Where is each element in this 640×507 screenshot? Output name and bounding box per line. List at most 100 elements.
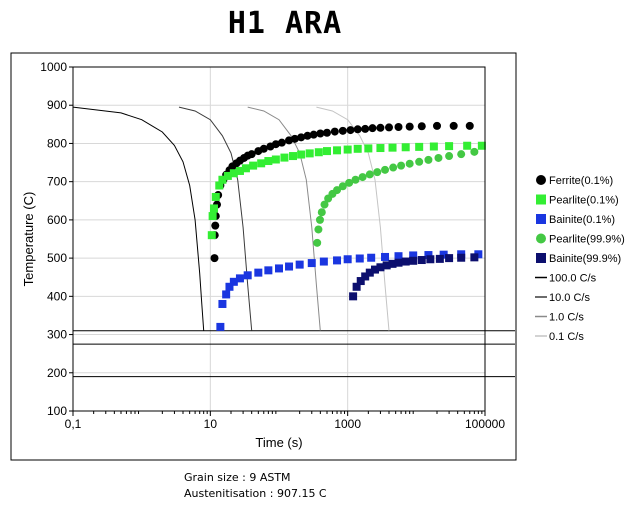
data-point: [235, 274, 244, 283]
data-point: [305, 149, 314, 158]
data-point: [297, 150, 306, 159]
data-point: [376, 263, 385, 272]
data-point: [470, 253, 479, 262]
data-point: [409, 256, 418, 265]
legend-label: Bainite(0.1%): [549, 214, 615, 226]
data-point: [216, 322, 225, 331]
y-tick-label: 1000: [40, 60, 67, 74]
data-point: [457, 150, 466, 159]
data-point: [264, 266, 273, 275]
chart-title: H1 ARA: [227, 6, 343, 41]
data-point: [309, 130, 318, 139]
data-point: [345, 178, 354, 187]
data-point: [314, 148, 323, 157]
data-point: [352, 282, 361, 291]
data-point: [368, 124, 377, 133]
data-point: [358, 173, 367, 182]
data-point: [429, 142, 438, 151]
data-point: [271, 155, 280, 164]
x-tick-label: 10: [204, 417, 218, 431]
data-point: [207, 231, 216, 240]
data-point: [271, 140, 280, 149]
data-point: [209, 204, 218, 213]
data-point: [424, 155, 433, 164]
data-point: [397, 161, 406, 170]
data-point: [394, 252, 403, 261]
data-point: [401, 257, 410, 266]
legend-marker: [536, 194, 546, 205]
data-point: [277, 138, 286, 147]
data-point: [457, 253, 466, 262]
data-point: [275, 264, 283, 273]
data-point: [394, 123, 403, 132]
data-point: [208, 212, 217, 221]
data-point: [415, 142, 424, 151]
data-point: [259, 144, 268, 153]
horizontal-reference-lines: [73, 330, 515, 378]
y-tick-label: 700: [47, 175, 67, 189]
data-point: [445, 152, 454, 161]
data-point: [297, 133, 306, 142]
data-point: [365, 170, 374, 179]
axes: 100 200 300 400 500 600 700 800 900 1000 0,1 10 1000…: [40, 60, 505, 431]
data-point: [417, 122, 426, 131]
data-point: [385, 123, 394, 132]
y-tick-label: 600: [47, 213, 67, 227]
y-tick-label: 100: [47, 404, 67, 418]
data-point: [435, 254, 444, 263]
plot-area-border: [72, 66, 486, 412]
data-point: [320, 200, 329, 209]
data-point: [394, 258, 403, 267]
grain-size-label: Grain size : 9 ASTM: [184, 471, 291, 484]
data-point: [445, 142, 454, 151]
data-point: [295, 260, 304, 269]
data-point: [333, 146, 342, 155]
data-point: [211, 221, 220, 230]
data-point: [247, 150, 256, 159]
data-point: [218, 299, 227, 308]
data-point: [346, 126, 355, 135]
series-markers: [349, 253, 479, 301]
data-point: [257, 159, 266, 168]
x-tick-label: 1000: [334, 417, 361, 431]
data-point: [319, 257, 328, 266]
data-point: [349, 292, 358, 301]
data-point: [280, 153, 289, 162]
data-point: [330, 127, 339, 136]
data-point: [364, 144, 373, 153]
data-point: [373, 168, 382, 177]
y-tick-label: 500: [47, 251, 67, 265]
data-point: [243, 271, 252, 280]
series-markers: [207, 141, 486, 240]
data-point: [303, 131, 312, 140]
data-point: [285, 262, 294, 271]
legend-label: 10.0 C/s: [549, 292, 590, 304]
data-point: [343, 145, 352, 154]
data-point: [445, 254, 454, 263]
data-point: [307, 259, 316, 268]
data-point: [229, 277, 238, 286]
data-point: [322, 147, 331, 156]
data-point: [367, 253, 376, 262]
data-point: [241, 164, 250, 173]
y-axis-label: Temperature (C): [21, 192, 36, 287]
data-point: [316, 129, 325, 138]
series-markers: [313, 147, 479, 247]
data-point: [314, 225, 323, 234]
data-point: [264, 157, 273, 166]
data-point: [235, 166, 244, 175]
cooling-curve: [72, 106, 205, 331]
data-point: [333, 186, 342, 195]
data-point: [365, 268, 374, 277]
data-point: [356, 277, 365, 286]
data-point: [477, 141, 486, 150]
data-point: [355, 254, 364, 263]
data-point: [376, 123, 385, 132]
data-point: [315, 215, 324, 224]
data-point: [465, 121, 474, 130]
data-point: [218, 175, 227, 184]
legend-marker: [536, 175, 546, 185]
cooling-curve: [178, 106, 253, 331]
x-tick-label: 0,1: [65, 417, 82, 431]
data-point: [388, 259, 397, 268]
